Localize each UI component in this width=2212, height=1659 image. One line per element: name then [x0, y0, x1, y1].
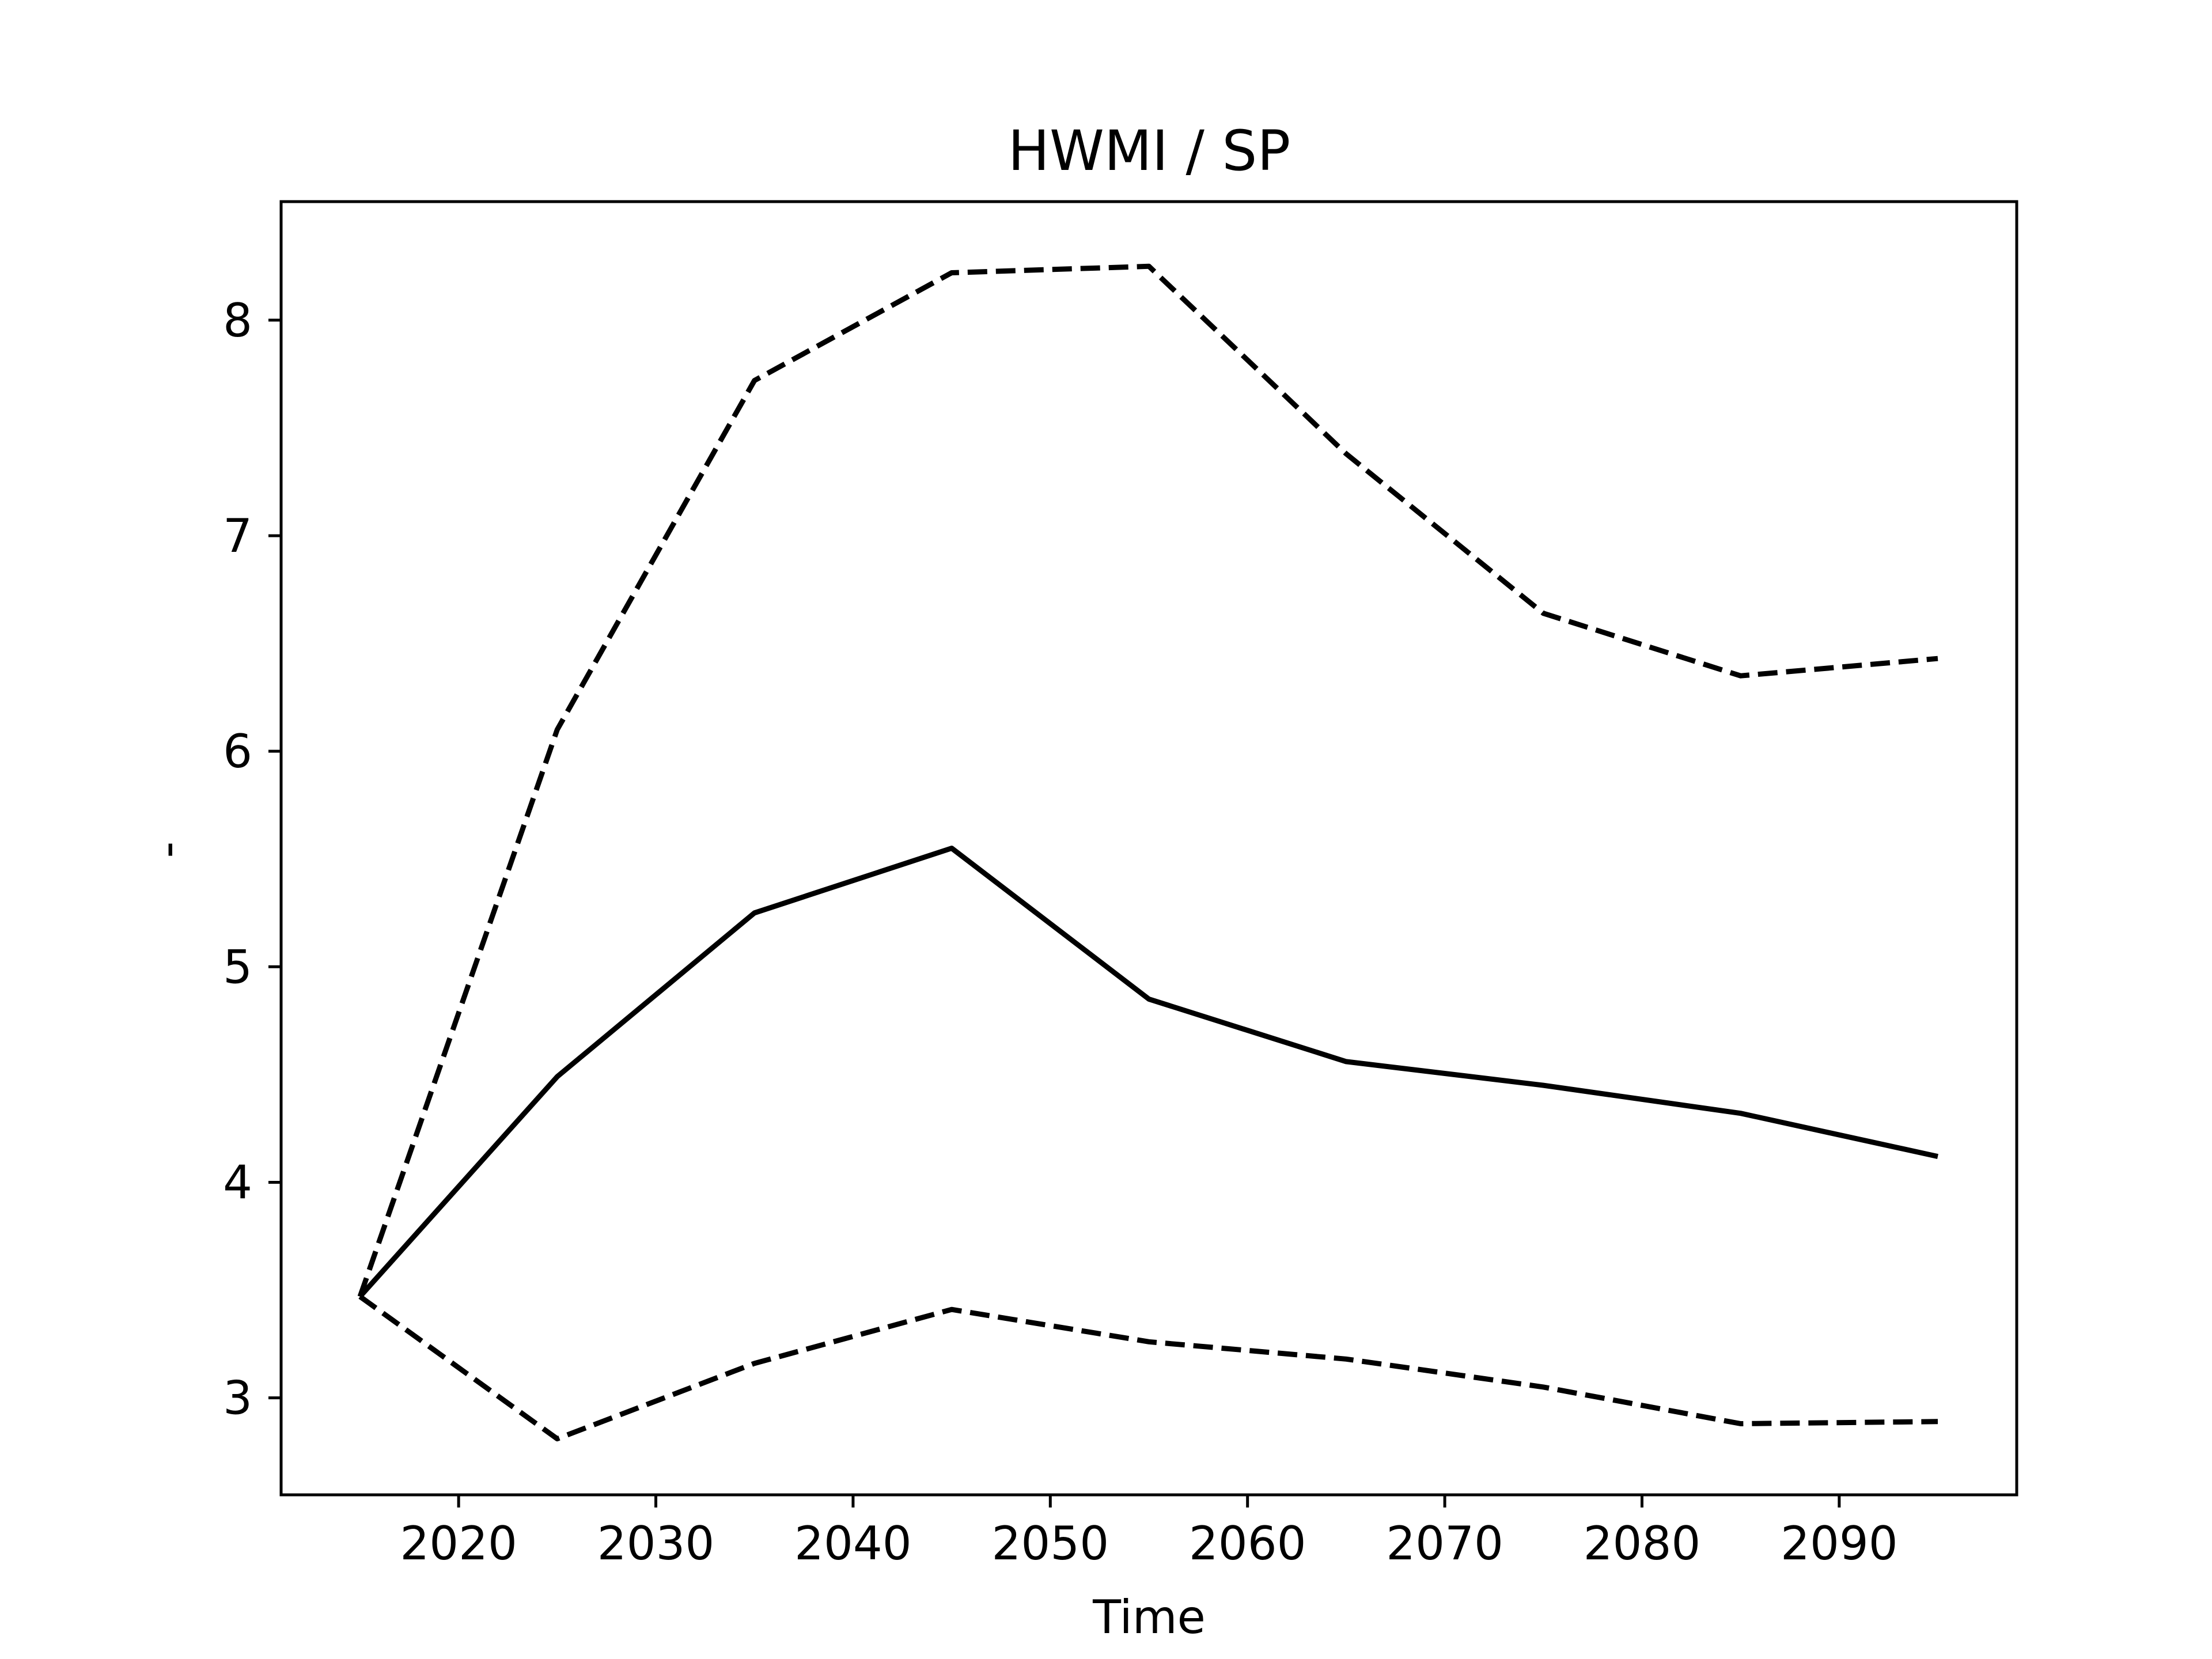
- x-tick-label: 2090: [1781, 1517, 1898, 1570]
- x-tick-label: 2040: [794, 1517, 912, 1570]
- y-tick-label: 3: [223, 1372, 252, 1425]
- x-tick-label: 2050: [992, 1517, 1109, 1570]
- y-tick-label: 4: [223, 1156, 252, 1209]
- series-line-upper-bound: [357, 263, 1938, 1298]
- x-axis: 2020 2030 2040 2050 2060 2070 2080 2090: [400, 1495, 1898, 1570]
- chart-title: HWMI / SP: [1008, 119, 1290, 183]
- y-tick-label: 8: [223, 294, 252, 347]
- x-tick-label: 2060: [1189, 1517, 1306, 1570]
- y-axis: 3 4 5 6 7 8: [223, 294, 281, 1425]
- series-line-lower-bound: [358, 1294, 1938, 1442]
- x-tick-label: 2020: [400, 1517, 517, 1570]
- series-layer: [357, 263, 1938, 1442]
- y-axis-label: -: [141, 842, 194, 858]
- x-axis-label: Time: [1092, 1590, 1206, 1644]
- x-tick-label: 2070: [1386, 1517, 1503, 1570]
- y-tick-label: 6: [223, 725, 252, 778]
- y-tick-label: 5: [223, 940, 252, 994]
- x-tick-label: 2080: [1584, 1517, 1701, 1570]
- x-tick-label: 2030: [597, 1517, 715, 1570]
- plot-frame: [279, 200, 2018, 1497]
- series-line-median: [358, 846, 1938, 1298]
- y-tick-label: 7: [223, 509, 252, 563]
